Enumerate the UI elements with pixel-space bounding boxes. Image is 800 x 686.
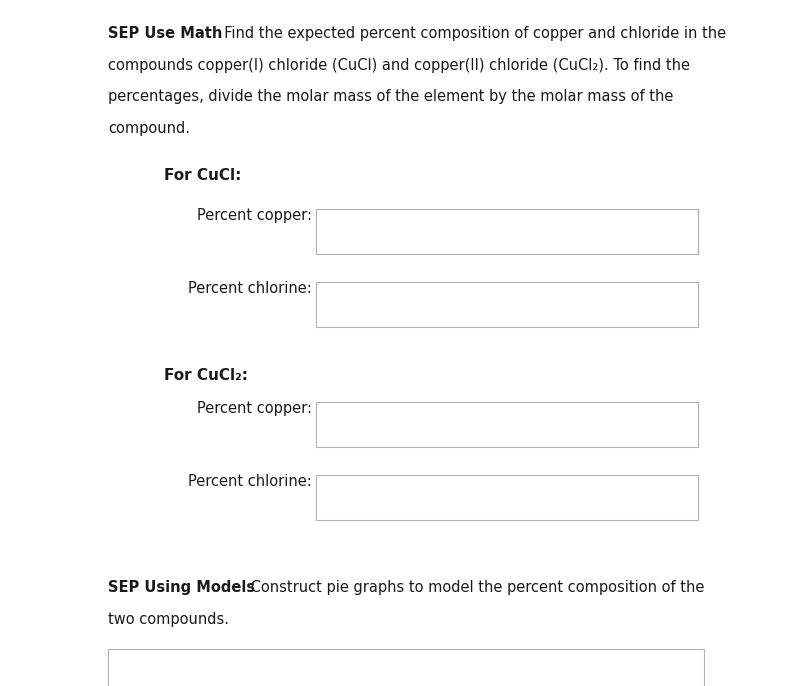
FancyBboxPatch shape	[316, 209, 698, 254]
FancyBboxPatch shape	[316, 403, 698, 447]
FancyBboxPatch shape	[316, 282, 698, 327]
Text: Construct pie graphs to model the percent composition of the: Construct pie graphs to model the percen…	[246, 580, 704, 595]
Text: For CuCl:: For CuCl:	[164, 168, 242, 183]
FancyBboxPatch shape	[316, 475, 698, 520]
Text: Percent chlorine:: Percent chlorine:	[188, 474, 312, 489]
Text: Find the expected percent composition of copper and chloride in the: Find the expected percent composition of…	[215, 26, 726, 41]
Text: percentages, divide the molar mass of the element by the molar mass of the: percentages, divide the molar mass of th…	[108, 89, 674, 104]
FancyBboxPatch shape	[108, 650, 704, 686]
Text: For CuCl₂:: For CuCl₂:	[164, 368, 248, 383]
Text: compounds copper(I) chloride (CuCl) and copper(II) chloride (CuCl₂). To find the: compounds copper(I) chloride (CuCl) and …	[108, 58, 690, 73]
Text: two compounds.: two compounds.	[108, 611, 229, 626]
Text: Percent copper:: Percent copper:	[197, 401, 312, 416]
Text: Percent copper:: Percent copper:	[197, 208, 312, 223]
Text: SEP Use Math: SEP Use Math	[108, 26, 222, 41]
Text: compound.: compound.	[108, 121, 190, 136]
Text: Percent chlorine:: Percent chlorine:	[188, 281, 312, 296]
Text: SEP Using Models: SEP Using Models	[108, 580, 255, 595]
